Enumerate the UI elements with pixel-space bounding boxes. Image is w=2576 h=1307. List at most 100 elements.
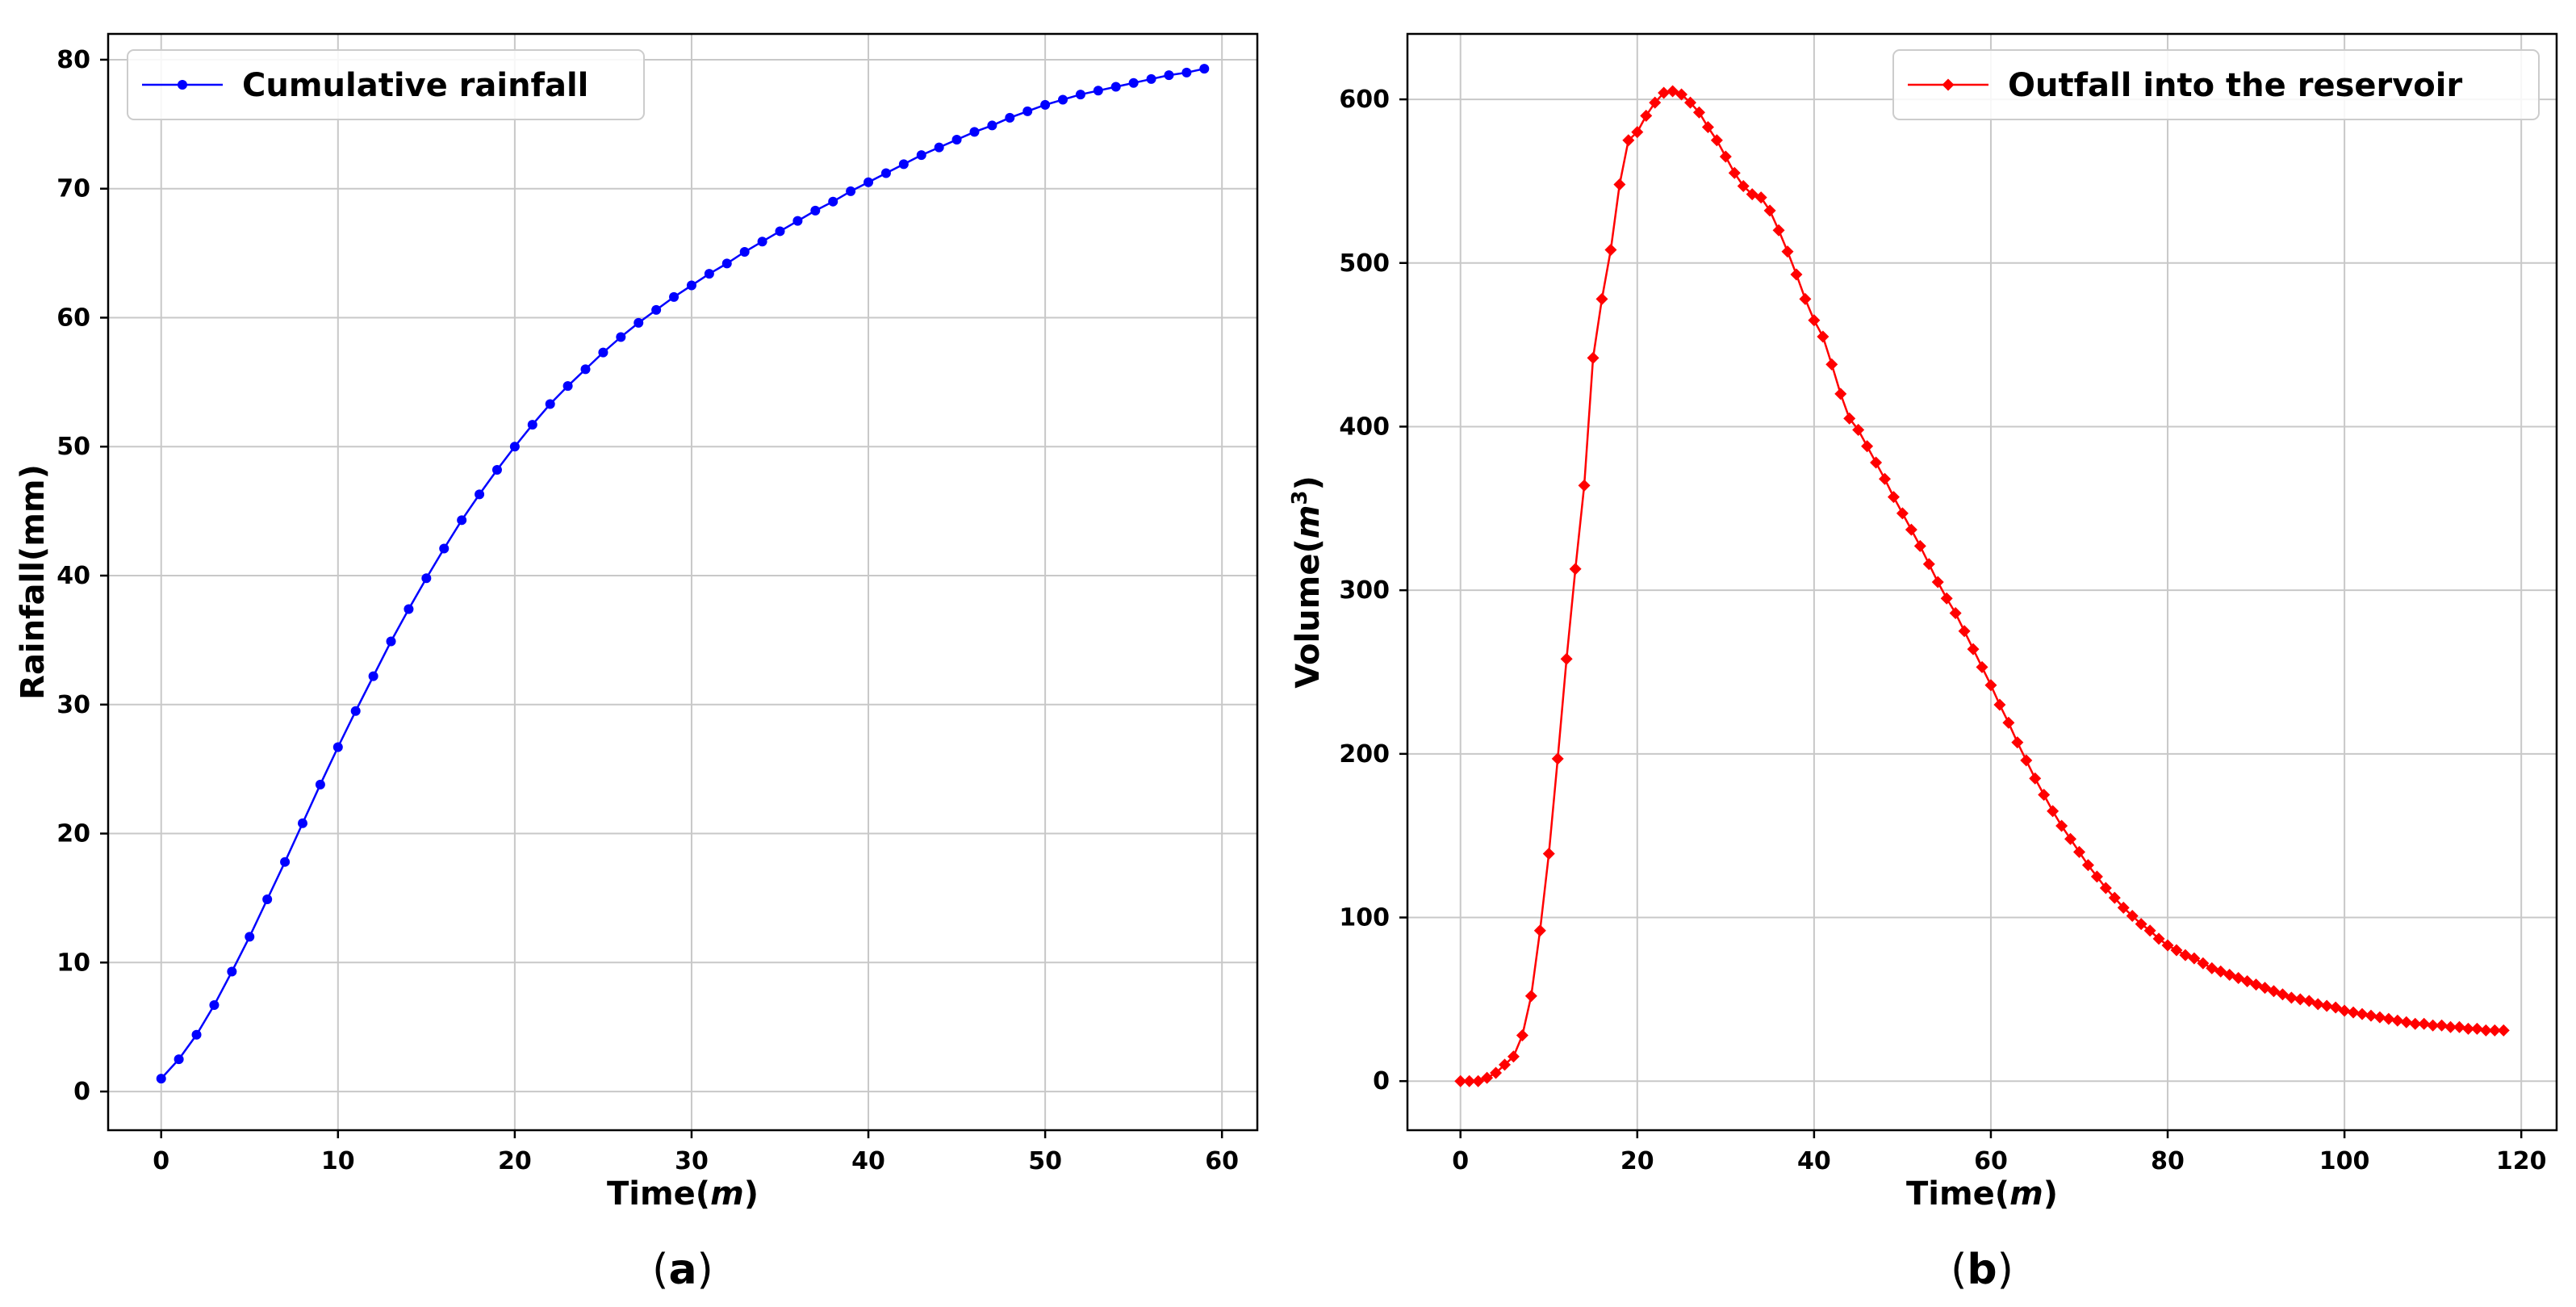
data-point	[1666, 85, 1679, 98]
data-point	[880, 168, 891, 178]
y-tick-label: 100	[1339, 904, 1390, 932]
data-point	[2029, 772, 2042, 785]
data-point	[916, 150, 926, 161]
subfigure-caption: (a)	[652, 1246, 713, 1294]
data-point	[1958, 625, 1971, 638]
data-point	[1181, 67, 1192, 77]
data-point	[2170, 944, 2183, 957]
data-point	[2232, 972, 2245, 985]
data-point	[828, 196, 838, 207]
chart-a: 0 10 20 30 40 50 60 0 10 20 30 40 50 60 70 80 Time(m) Rai…	[15, 32, 1259, 1294]
data-point	[1790, 268, 1803, 281]
data-point	[2197, 957, 2210, 970]
data-point	[1507, 1050, 1520, 1063]
data-point	[1870, 456, 1883, 469]
y-tick-label: 200	[1339, 740, 1390, 769]
data-point	[2436, 1019, 2448, 1032]
data-point	[1825, 358, 1838, 371]
data-point	[2206, 961, 2218, 974]
data-point	[1533, 924, 1546, 937]
data-point	[2488, 1024, 2501, 1037]
data-point	[2391, 1014, 2404, 1027]
data-point	[2081, 859, 2094, 872]
y-tick-label: 20	[56, 820, 90, 848]
data-point	[2126, 909, 2139, 922]
data-point	[2338, 1004, 2351, 1017]
data-point	[2090, 870, 2103, 883]
data-point	[1093, 86, 1103, 96]
data-point	[2143, 924, 2156, 937]
data-point	[757, 237, 767, 247]
data-point	[634, 317, 644, 328]
data-point	[1110, 82, 1121, 92]
data-point	[1692, 106, 1705, 119]
legend-box	[1892, 49, 2540, 120]
data-point	[1737, 179, 1750, 192]
y-tick-label: 60	[56, 304, 90, 332]
data-point	[2365, 1009, 2377, 1022]
data-point	[227, 966, 237, 977]
data-point	[1587, 351, 1600, 364]
data-point	[1710, 134, 1723, 147]
data-point	[2453, 1020, 2466, 1033]
data-point	[2497, 1024, 2510, 1037]
data-point	[1075, 90, 1085, 100]
data-point	[2418, 1017, 2431, 1030]
data-point	[562, 381, 573, 392]
data-point	[1463, 1075, 1476, 1087]
data-point	[209, 1000, 220, 1011]
data-point	[2329, 1001, 2342, 1014]
data-point	[2479, 1024, 2492, 1037]
data-point	[1984, 679, 1997, 692]
y-tick-label: 30	[56, 691, 90, 719]
x-tick-label: 0	[1452, 1147, 1469, 1175]
data-point	[1976, 660, 1988, 673]
x-tick-label: 40	[1797, 1147, 1831, 1175]
data-point	[1498, 1058, 1511, 1071]
data-point	[2152, 932, 2165, 945]
data-point	[2382, 1012, 2395, 1025]
x-tick-label: 30	[675, 1147, 709, 1175]
data-point	[1658, 86, 1671, 99]
data-point	[1940, 592, 1953, 605]
data-point	[1949, 607, 1962, 620]
data-point	[1613, 178, 1626, 191]
data-point	[1604, 244, 1617, 257]
series-line	[160, 67, 1205, 1079]
data-point	[2223, 968, 2236, 981]
x-tick-label: 60	[1974, 1147, 2008, 1175]
data-point	[1754, 191, 1767, 204]
data-point	[332, 742, 343, 752]
data-point	[1040, 99, 1051, 110]
data-point	[1728, 166, 1741, 179]
data-point	[1560, 652, 1573, 665]
data-point	[1454, 1075, 1467, 1087]
data-point	[2373, 1011, 2386, 1024]
data-point	[2011, 736, 2024, 749]
data-point	[509, 442, 520, 452]
x-tick-label: 20	[498, 1147, 532, 1175]
x-tick-label: 100	[2319, 1147, 2370, 1175]
data-point	[1887, 491, 1900, 504]
data-point	[1799, 292, 1812, 305]
y-tick-label: 0	[1373, 1067, 1390, 1095]
data-point	[704, 269, 714, 279]
x-tick-label: 0	[153, 1147, 169, 1175]
data-point	[1896, 507, 1909, 520]
data-point	[191, 1029, 202, 1040]
data-point	[1808, 314, 1821, 327]
data-point	[2400, 1016, 2413, 1028]
legend-marker	[1942, 78, 1955, 91]
x-axis-label: Time(m)	[1906, 1175, 2058, 1213]
y-tick-label: 80	[56, 46, 90, 74]
x-tick-label: 120	[2496, 1147, 2547, 1175]
data-point	[1931, 576, 1944, 589]
data-point	[1861, 440, 1874, 453]
data-point	[898, 159, 909, 170]
data-point	[775, 226, 785, 237]
data-point	[951, 135, 962, 145]
data-point	[2276, 988, 2289, 1001]
data-point	[580, 364, 591, 375]
data-point	[386, 636, 396, 647]
